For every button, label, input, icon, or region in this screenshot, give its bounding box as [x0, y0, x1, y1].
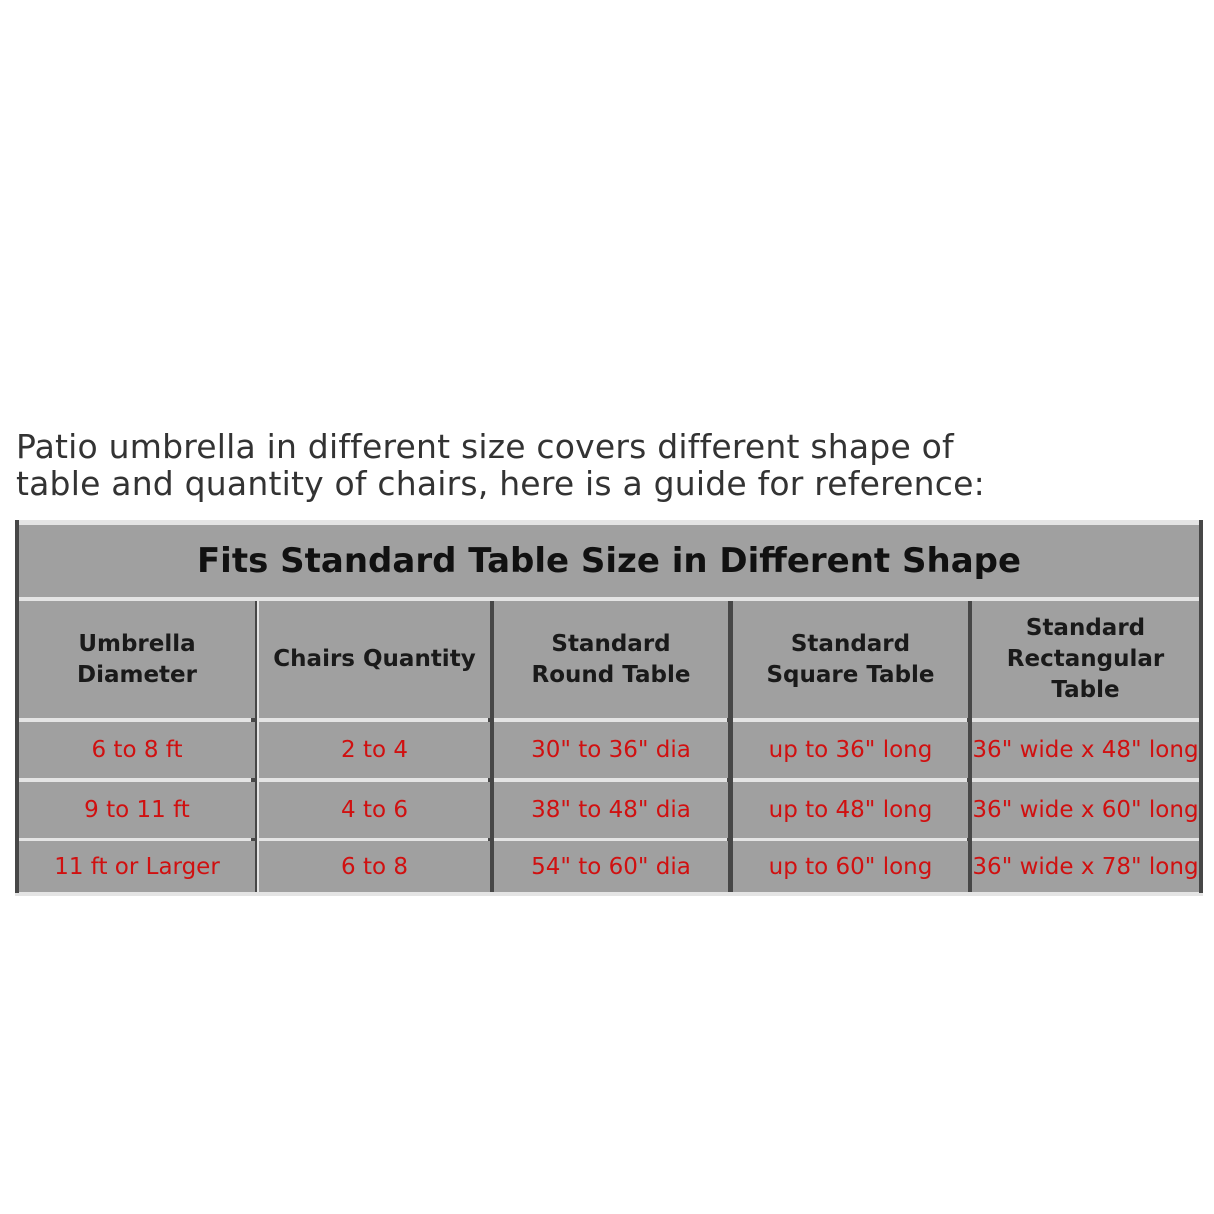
header-text: Rectangular Table [1006, 646, 1165, 703]
column-divider [488, 601, 494, 892]
column-divider [1199, 520, 1203, 893]
header-text: Round Table [531, 661, 691, 688]
header-text: Standard [551, 630, 671, 657]
value-cell: 38" to 48" dia [494, 782, 728, 838]
value-cell: 54" to 60" dia [494, 841, 728, 892]
header-cell: Standard Round Table [494, 601, 728, 718]
value-cell: 9 to 11 ft [19, 782, 255, 838]
column-divider [15, 520, 19, 893]
intro-line-2: table and quantity of chairs, here is a … [16, 464, 985, 503]
value-cell: 30" to 36" dia [494, 722, 728, 778]
intro-text: Patio umbrella in different size covers … [16, 428, 1206, 502]
header-text: Standard [790, 630, 911, 657]
size-guide-table: Fits Standard Table Size in Different Sh… [15, 520, 1203, 896]
header-text: Standard [1025, 615, 1146, 641]
value-cell: 6 to 8 ft [19, 722, 255, 778]
value-cell: 2 to 4 [259, 722, 490, 778]
value-cell: up to 60" long [733, 841, 968, 892]
value-cell: up to 36" long [733, 722, 968, 778]
header-text: Square Table [766, 661, 935, 688]
column-divider [727, 601, 733, 892]
value-cell: 6 to 8 [259, 841, 490, 892]
header-cell: Chairs Quantity [259, 601, 490, 718]
header-cell: Umbrella Diameter [19, 601, 255, 718]
header-text: Chairs Quantity [273, 646, 476, 672]
value-cell: 11 ft or Larger [19, 841, 255, 892]
value-cell: 4 to 6 [259, 782, 490, 838]
header-cell: Standard Rectangular Table [972, 601, 1199, 718]
table-title: Fits Standard Table Size in Different Sh… [19, 525, 1199, 597]
header-text: Umbrella Diameter [77, 630, 197, 688]
value-cell: 36" wide x 48" long [972, 722, 1199, 778]
value-cell: 36" wide x 60" long [972, 782, 1199, 838]
value-cell: up to 48" long [733, 782, 968, 838]
value-cell: 36" wide x 78" long [972, 841, 1199, 892]
intro-line-1: Patio umbrella in different size covers … [16, 427, 954, 466]
header-cell: Standard Square Table [733, 601, 968, 718]
column-divider [967, 601, 972, 892]
